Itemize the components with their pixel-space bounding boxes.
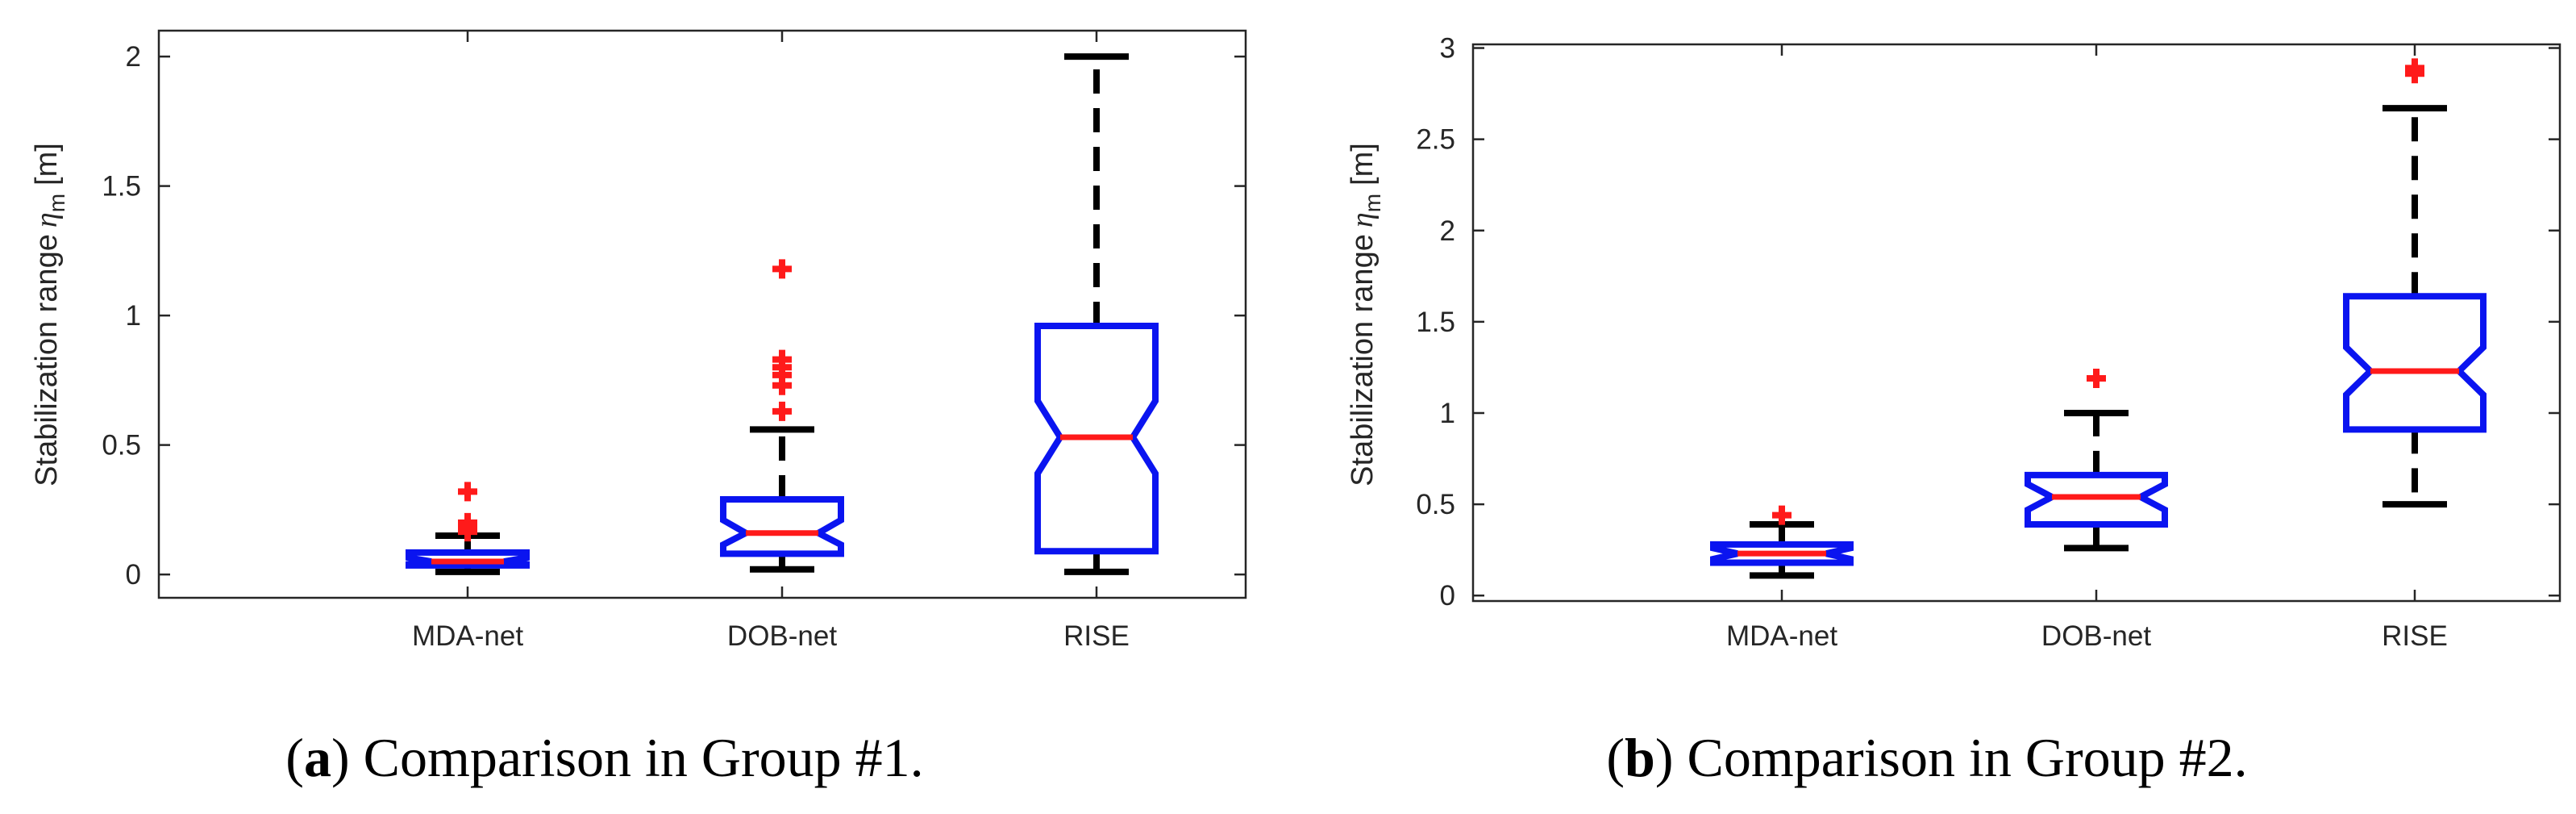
x-tick-label: MDA-net [1726,620,1837,652]
plot-frame-a [157,29,1247,599]
y-tick-label: 2.5 [1416,124,1455,156]
x-tick-label: RISE [2382,620,2448,652]
box-rise [2343,58,2487,508]
outlier-marker [458,512,477,532]
y-tick-label: 1 [1440,398,1455,429]
outlier-marker [772,259,792,279]
box-mda-net [406,482,530,575]
y-tick-label: 0.5 [1416,489,1455,520]
outlier-marker [2405,58,2424,78]
boxes-a [406,53,1159,575]
y-tick-label: 2 [126,41,141,73]
caption-a: (a) Comparison in Group #1. [285,727,923,788]
notched-box [720,496,844,557]
box-rise [1034,53,1159,575]
outlier-marker [1772,505,1792,525]
x-tick-label: DOB-net [727,620,837,652]
x-tick-label: DOB-net [2041,620,2151,652]
box-dob-net [2025,369,2168,552]
caption-b: (b) Comparison in Group #2. [1606,727,2247,788]
y-tick-label: 1.5 [1416,307,1455,338]
y-tick-label: 1.5 [102,171,141,202]
outlier-marker [772,401,792,421]
box-dob-net [720,259,844,573]
y-tick-label: 0 [1440,580,1455,612]
outlier-marker [772,349,792,369]
x-tick-label: RISE [1063,620,1130,652]
y-tick-label: 1 [126,300,141,332]
y-tick-label: 0 [126,559,141,591]
outlier-marker [2087,369,2106,388]
axes-a: 0 0.5 1 1.5 2 MDA-net DOB-net RISE [102,31,1246,652]
axes-b: 0 0.5 1 1.5 2 2.5 3 MDA-net DOB-net RISE [1416,33,2560,652]
y-axis-label-b: Stabilization rangeηm[m] [1346,143,1385,486]
y-tick-label: 0.5 [102,430,141,461]
panel-b: 0 0.5 1 1.5 2 2.5 3 MDA-net DOB-net RISE Stabiliz… [1346,33,2561,788]
y-tick-label: 3 [1440,33,1455,65]
boxes-b [1710,58,2487,579]
y-tick-label: 2 [1440,215,1455,247]
y-axis-label-a: Stabilization rangeηm[m] [30,143,69,486]
x-tick-label: MDA-net [412,620,523,652]
outlier-marker [458,482,477,502]
notched-box [2343,293,2487,433]
panel-a: 0 0.5 1 1.5 2 MDA-net DOB-net RISE Stabilizatio… [30,29,1247,788]
box-mda-net [1710,505,1854,579]
